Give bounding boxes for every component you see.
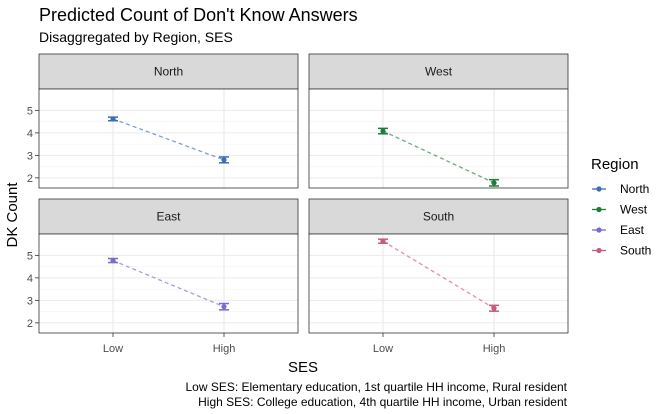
chart-title: Predicted Count of Don't Know Answers [39,5,358,25]
y-tick-label: 4 [27,128,33,140]
legend-key-point-east [596,227,602,233]
panel-background-north [39,89,298,188]
series-line-north [112,118,225,161]
panel-border-east [38,233,299,334]
legend-title: Region [591,156,639,173]
panel-background-west [309,89,568,188]
panel-south: South [308,198,569,334]
strip-north [38,53,299,90]
panel-border-south [308,233,569,334]
legend-key-point-west [596,206,602,213]
series-line-south [382,240,495,309]
legend-item-north: North [592,182,649,196]
strip-label-east: East [156,210,181,224]
x-axis-title: SES [288,359,318,376]
point-west-low [380,128,386,134]
caption-line-1: Low SES: Elementary education, 1st quart… [185,380,567,394]
legend-item-east: East [592,223,645,237]
point-east-high [221,304,227,310]
panel-border-west [308,88,569,189]
x-tick-label-high: High [483,343,506,355]
point-south-high [491,305,497,311]
legend-key-point-north [596,186,602,192]
x-tick-label-low: Low [373,343,393,355]
facet-panels: North West East South [38,53,569,334]
panel-border-north [38,88,299,189]
y-tick-label: 4 [27,273,33,285]
y-axis-title: DK Count [4,182,21,248]
panel-background-south [309,234,568,333]
y-tick-label: 2 [27,173,33,185]
legend-label-west: West [620,203,648,217]
series-line-east [112,259,225,308]
y-tick-label: 3 [27,150,33,162]
panel-east: East [38,198,299,334]
point-north-high [221,157,227,163]
point-north-low [110,116,116,122]
strip-label-west: West [425,65,453,79]
panel-background-east [39,234,298,333]
y-tick-label: 5 [27,105,33,117]
panel-west: West [308,53,569,189]
chart-subtitle: Disaggregated by Region, SES [39,29,233,45]
legend-item-west: West [592,203,648,217]
legend-label-east: East [620,223,645,237]
y-tick-label: 5 [27,250,33,262]
point-west-high [491,180,497,186]
axes: 2 3 4 5 2 3 4 5 Low High Low High [27,105,505,355]
point-east-low [110,257,116,264]
caption-line-2: High SES: College education, 4th quartil… [198,395,568,409]
legend-key-point-south [596,247,602,254]
strip-east [38,198,299,235]
x-tick-label-high: High [213,343,236,355]
strip-label-south: South [423,210,454,224]
strip-west [308,53,569,90]
legend-item-south: South [592,244,651,258]
legend-label-north: North [620,182,649,196]
y-tick-label: 3 [27,295,33,307]
strip-label-north: North [154,65,183,79]
strip-south [308,198,569,235]
panel-north: North [38,53,299,189]
legend-label-south: South [620,244,651,258]
x-tick-label-low: Low [103,343,123,355]
y-tick-label: 2 [27,318,33,330]
point-south-low [380,238,386,244]
legend: Region North West East South [591,156,651,258]
